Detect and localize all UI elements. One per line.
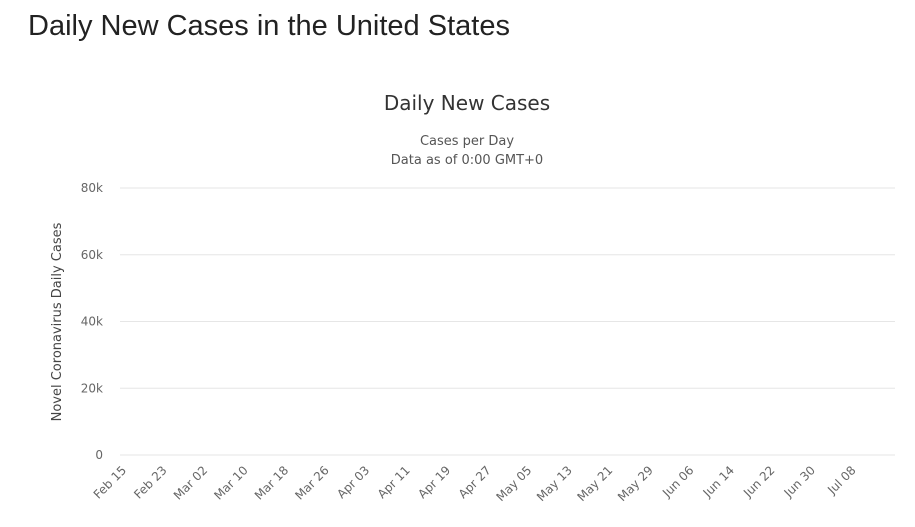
x-tick-label: Jun 30: [781, 463, 818, 500]
x-tick-label: May 13: [534, 463, 575, 504]
x-tick-label: Apr 11: [375, 463, 413, 501]
y-tick-label: 20k: [81, 381, 103, 395]
x-tick-label: Jun 06: [659, 463, 696, 500]
chart-subtitle-line-2: Data as of 0:00 GMT+0: [391, 153, 543, 168]
chart-title: Daily New Cases: [384, 91, 550, 115]
page-heading: Daily New Cases in the United States: [28, 10, 510, 42]
y-tick-label: 0: [95, 448, 103, 462]
y-axis-ticks: 0 20k 40k 60k 80k: [81, 181, 103, 462]
x-tick-label: Mar 02: [171, 463, 210, 502]
x-tick-label: Jul 08: [824, 463, 858, 497]
x-tick-label: Mar 26: [292, 463, 331, 502]
x-tick-label: Feb 23: [131, 463, 169, 501]
x-tick-label: May 21: [574, 463, 615, 504]
x-tick-label: Apr 19: [415, 463, 453, 501]
x-tick-label: Jun 22: [740, 463, 777, 500]
grid-lines: [120, 187, 895, 456]
x-tick-label: Mar 10: [211, 463, 250, 502]
x-tick-label: May 29: [615, 463, 656, 504]
x-axis-ticks: Feb 15 Feb 23 Mar 02 Mar 10 Mar 18 Mar 26 Apr …: [91, 463, 859, 504]
x-tick-label: Apr 03: [334, 463, 372, 501]
chart-subtitle-line-1: Cases per Day: [420, 134, 514, 149]
x-tick-label: Jun 14: [700, 463, 737, 500]
x-tick-label: Mar 18: [252, 463, 291, 502]
x-tick-label: Feb 15: [91, 463, 129, 501]
y-axis-title: Novel Coronavirus Daily Cases: [50, 222, 65, 421]
y-tick-label: 60k: [81, 248, 103, 262]
y-tick-label: 80k: [81, 181, 103, 195]
y-tick-label: 40k: [81, 315, 103, 329]
x-tick-label: Apr 27: [456, 463, 494, 501]
x-tick-label: May 05: [493, 463, 534, 504]
